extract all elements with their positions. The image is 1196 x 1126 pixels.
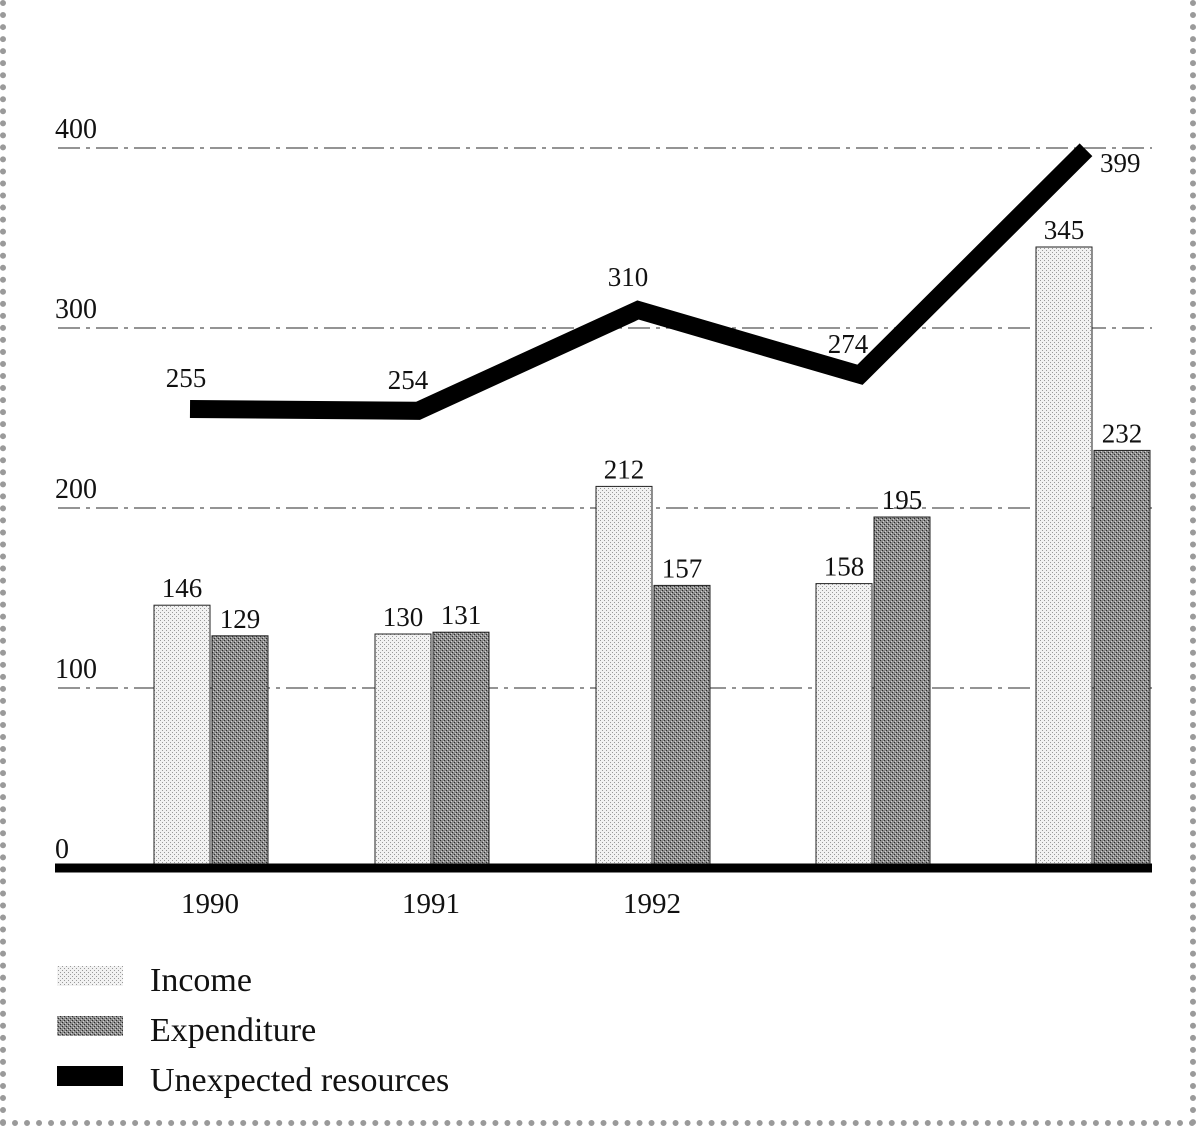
x-axis-ticks: 1990 1991 1992 (181, 888, 681, 920)
y-tick-label: 0 (55, 834, 69, 865)
x-tick-label: 1992 (623, 888, 681, 920)
line-series (189, 143, 1093, 420)
line-unexpected-resources (189, 143, 1093, 420)
data-label-income: 146 (162, 573, 203, 603)
x-tick-label: 1990 (181, 888, 239, 920)
legend-label: Unexpected resources (150, 1062, 449, 1099)
bar-income (1035, 246, 1093, 869)
legend: Income Expenditure Unexpected resources (57, 962, 449, 1099)
data-label-expenditure: 129 (220, 604, 261, 634)
bar-income (153, 604, 211, 869)
data-label-expenditure: 157 (662, 553, 703, 583)
bar-expenditure (211, 635, 269, 869)
legend-label: Expenditure (150, 1012, 316, 1049)
data-label-expenditure: 195 (882, 485, 923, 515)
legend-swatch-expenditure (57, 1016, 123, 1036)
bar-income (374, 633, 432, 869)
data-label-expenditure: 232 (1102, 418, 1143, 448)
bar-income (595, 485, 653, 869)
legend-swatch-income (57, 966, 123, 986)
legend-label: Income (150, 962, 252, 999)
data-label-expenditure: 131 (441, 600, 482, 630)
y-tick-label: 200 (55, 474, 97, 505)
y-tick-label: 100 (55, 654, 97, 685)
legend-swatch-unexpected-resources (57, 1066, 123, 1086)
data-label-unexpected-resources: 310 (608, 262, 649, 292)
bar-expenditure (653, 584, 711, 869)
data-label-unexpected-resources: 274 (828, 329, 869, 359)
data-label-unexpected-resources: 399 (1100, 148, 1141, 178)
bar-expenditure (432, 631, 490, 869)
y-tick-label: 400 (55, 114, 97, 145)
bar-expenditure (873, 516, 931, 869)
data-label-unexpected-resources: 255 (166, 363, 207, 393)
data-label-unexpected-resources: 254 (388, 365, 429, 395)
y-tick-label: 300 (55, 294, 97, 325)
data-label-income: 212 (604, 454, 645, 484)
y-axis-ticks: 0 100 200 300 400 (55, 114, 97, 865)
bar-expenditure (1093, 449, 1151, 869)
data-label-income: 130 (383, 602, 424, 632)
data-label-income: 158 (824, 552, 865, 582)
x-tick-label: 1991 (402, 888, 460, 920)
bars (153, 246, 1151, 869)
bar-income (815, 583, 873, 869)
data-label-income: 345 (1044, 215, 1085, 245)
data-labels: 146 129 130 131 212 157 158 195 345 232 255 254 310 2… (162, 148, 1143, 634)
